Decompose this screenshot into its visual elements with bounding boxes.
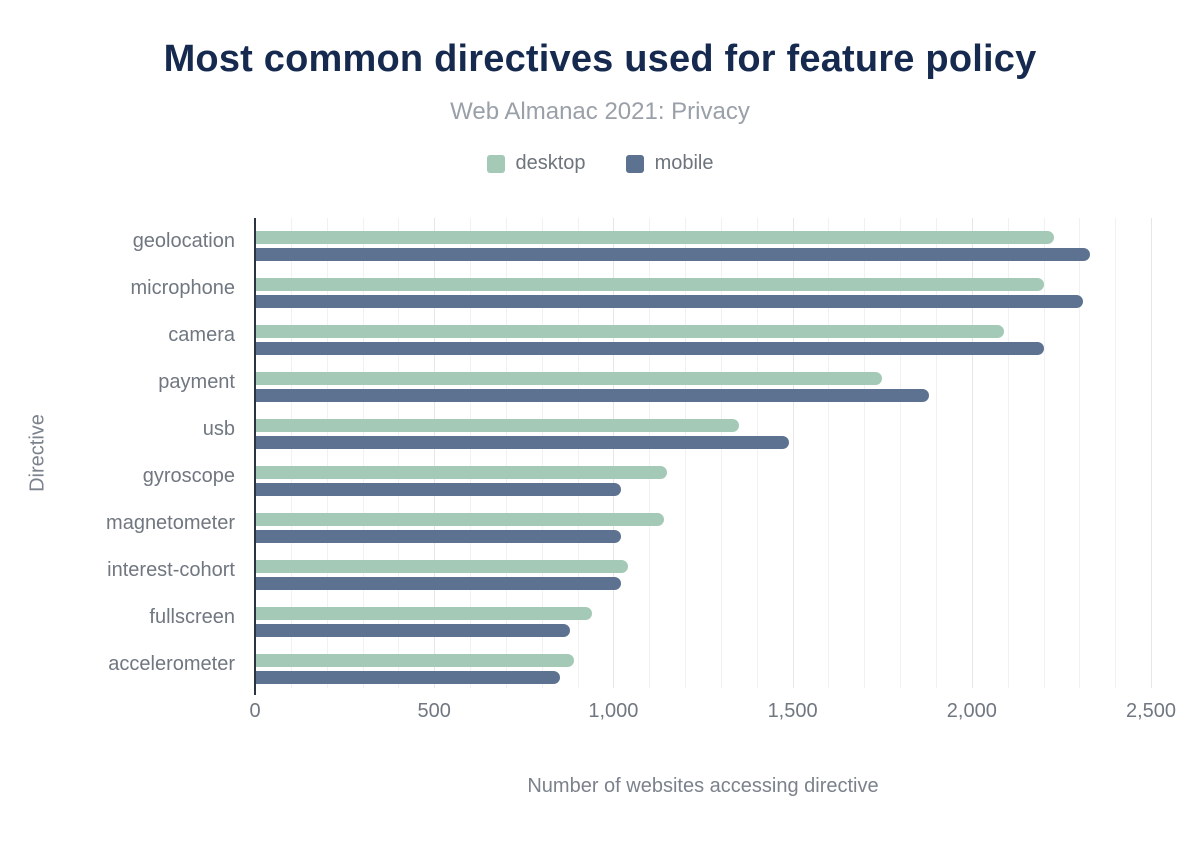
gridline-x-1200 <box>685 218 687 688</box>
gridline-x-500 <box>434 218 436 688</box>
bar-mobile-interest-cohort <box>255 577 621 590</box>
bar-desktop-camera <box>255 325 1005 338</box>
gridline-x-700 <box>505 218 507 688</box>
gridline-x-100 <box>290 218 292 688</box>
gridline-x-1800 <box>900 218 902 688</box>
gridline-x-1900 <box>936 218 937 688</box>
bar-group-microphone <box>255 265 1151 312</box>
category-label-accelerometer: accelerometer <box>108 653 235 675</box>
category-label-interest-cohort: interest-cohort <box>107 559 235 581</box>
bar-group-fullscreen <box>255 594 1151 641</box>
bar-group-gyroscope <box>255 453 1151 500</box>
gridline-x-1100 <box>649 218 651 688</box>
chart-title: Most common directives used for feature … <box>163 38 1037 80</box>
bar-mobile-fullscreen <box>255 624 571 637</box>
bar-desktop-usb <box>255 419 739 432</box>
bar-mobile-magnetometer <box>255 530 621 543</box>
gridline-x-2100 <box>1007 218 1009 688</box>
bar-group-magnetometer <box>255 500 1151 547</box>
bar-group-payment <box>255 359 1151 406</box>
bar-group-accelerometer <box>255 641 1151 688</box>
bar-desktop-geolocation <box>255 231 1055 244</box>
bar-mobile-geolocation <box>255 248 1091 261</box>
gridline-x-900 <box>577 218 579 688</box>
gridline-x-300 <box>362 218 364 688</box>
x-tick-label-500: 500 <box>417 700 451 722</box>
bar-desktop-microphone <box>255 278 1044 291</box>
gridline-x-400 <box>398 218 400 688</box>
gridline-x-2000 <box>971 218 973 688</box>
x-tick-label-1500: 1,500 <box>767 700 818 722</box>
bar-group-usb <box>255 406 1151 453</box>
category-label-fullscreen: fullscreen <box>149 606 235 628</box>
category-label-usb: usb <box>202 418 235 440</box>
gridline-x-800 <box>541 218 543 688</box>
legend-label-mobile: mobile <box>654 152 714 174</box>
bar-mobile-usb <box>255 436 789 449</box>
gridline-x-2400 <box>1115 218 1117 688</box>
legend: desktop mobile <box>0 152 1200 175</box>
gridline-x-1000 <box>613 218 615 688</box>
bar-desktop-fullscreen <box>255 607 592 620</box>
plot-area <box>255 218 1152 688</box>
category-label-camera: camera <box>168 324 235 346</box>
x-tick-label-0: 0 <box>249 700 261 722</box>
gridline-x-2300 <box>1079 218 1081 688</box>
desktop-swatch-icon <box>486 154 505 173</box>
x-tick-label-1000: 1,000 <box>588 700 639 722</box>
bar-group-interest-cohort <box>255 547 1151 594</box>
bar-desktop-gyroscope <box>255 466 668 479</box>
legend-item-mobile: mobile <box>625 152 714 175</box>
bar-desktop-payment <box>255 372 883 385</box>
bar-mobile-accelerometer <box>255 671 560 684</box>
mobile-swatch-icon <box>625 154 644 173</box>
y-axis-line <box>254 218 256 695</box>
bar-group-camera <box>255 312 1151 359</box>
legend-item-desktop: desktop <box>486 152 586 175</box>
x-tick-label-2000: 2,000 <box>946 700 997 722</box>
category-label-geolocation: geolocation <box>132 230 235 252</box>
bar-mobile-payment <box>255 389 929 402</box>
category-label-payment: payment <box>158 371 235 393</box>
gridline-x-1300 <box>720 218 722 688</box>
y-axis-labels: geolocation microphone camera payment usb gyr… <box>0 218 247 688</box>
gridline-x-2500 <box>1151 218 1152 688</box>
category-label-microphone: microphone <box>130 277 235 299</box>
gridline-x-1500 <box>792 218 794 688</box>
legend-label-desktop: desktop <box>515 152 586 174</box>
bar-desktop-interest-cohort <box>255 560 628 573</box>
bar-group-geolocation <box>255 218 1151 265</box>
gridline-x-200 <box>326 218 328 688</box>
category-label-gyroscope: gyroscope <box>142 465 235 487</box>
bar-mobile-camera <box>255 342 1044 355</box>
chart-subtitle: Web Almanac 2021: Privacy <box>450 98 750 125</box>
x-tick-label-2500: 2,500 <box>1125 700 1177 722</box>
gridline-x-1400 <box>756 218 758 688</box>
gridline-x-2200 <box>1043 218 1045 688</box>
category-label-magnetometer: magnetometer <box>106 512 235 534</box>
bar-mobile-gyroscope <box>255 483 621 496</box>
gridline-x-1600 <box>828 218 830 688</box>
gridline-x-1700 <box>864 218 866 688</box>
x-axis-title: Number of websites accessing directive <box>527 775 879 797</box>
bar-mobile-microphone <box>255 295 1083 308</box>
bar-desktop-accelerometer <box>255 654 574 667</box>
bar-desktop-magnetometer <box>255 513 664 526</box>
gridline-x-600 <box>470 218 471 688</box>
x-axis-ticks: 0 500 1,000 1,500 2,000 2,500 <box>249 700 1176 726</box>
